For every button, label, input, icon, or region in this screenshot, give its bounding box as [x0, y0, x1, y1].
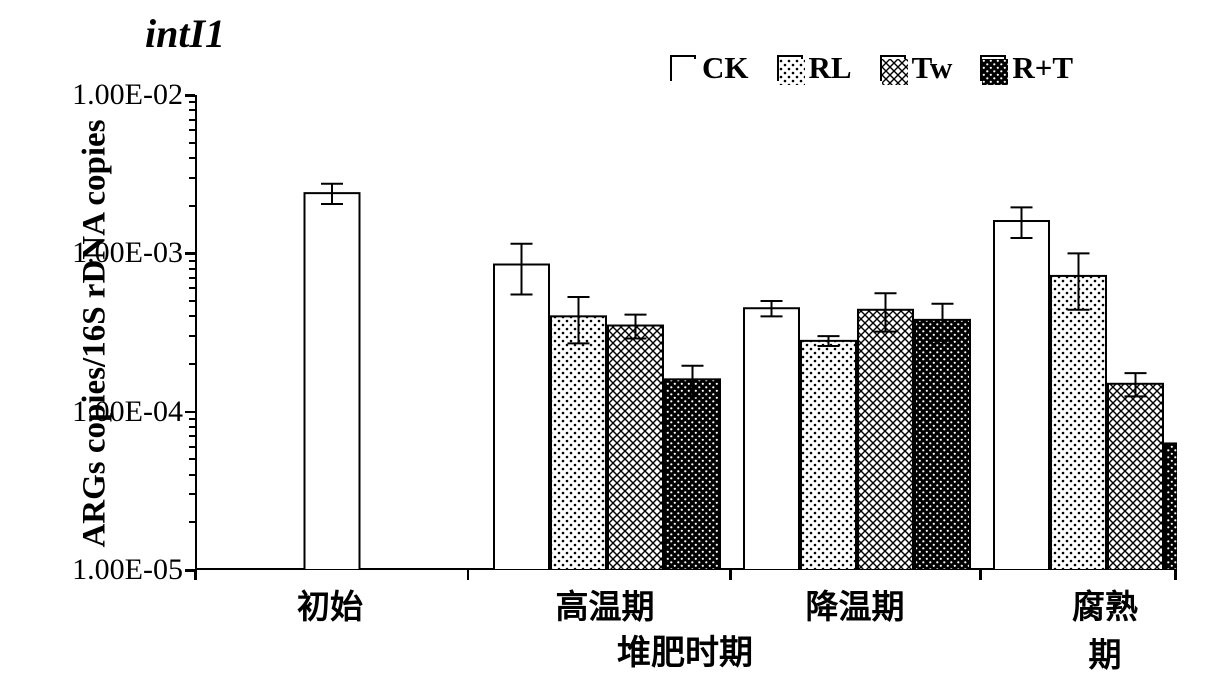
yminor-tick: [189, 435, 195, 437]
yminor-tick: [189, 205, 195, 207]
legend-label: RL: [809, 50, 852, 86]
bar-RL: [801, 341, 856, 570]
ytick-label: 1.00E-02: [72, 78, 183, 112]
ytick-mark: [185, 252, 195, 255]
yminor-tick: [189, 109, 195, 111]
legend-swatch-RT: [980, 55, 1006, 81]
bar-RT: [665, 379, 720, 570]
x-axis-label: 堆肥时期: [617, 625, 753, 674]
bar-RT: [1165, 443, 1177, 570]
yminor-tick: [189, 119, 195, 121]
yminor-tick: [189, 300, 195, 302]
plot-area: [195, 95, 1175, 570]
bar-CK: [494, 265, 549, 570]
ytick-label: 1.00E-03: [72, 236, 183, 270]
yminor-tick: [189, 363, 195, 365]
yminor-tick: [189, 446, 195, 448]
yminor-tick: [189, 426, 195, 428]
xtick-mark: [729, 570, 732, 580]
xtick-label: 高温期: [556, 580, 655, 628]
yminor-tick: [189, 277, 195, 279]
bar-CK: [305, 193, 360, 570]
bars-layer: [197, 95, 1177, 570]
yminor-tick: [189, 129, 195, 131]
chart-container: intI1 CK RL Tw R+T ARGs copies/16S rDNA cop…: [30, 10, 1180, 690]
legend-item-Tw: Tw: [880, 50, 953, 86]
bar-CK: [744, 308, 799, 570]
bar-RL: [1051, 276, 1106, 570]
xtick-label: 降温期: [806, 580, 905, 628]
xtick-mark: [194, 570, 197, 580]
yminor-tick: [189, 335, 195, 337]
bar-RL: [551, 316, 606, 570]
yminor-tick: [189, 268, 195, 270]
chart-title: intI1: [145, 10, 225, 57]
ytick-mark: [185, 411, 195, 414]
bar-CK: [994, 221, 1049, 570]
yminor-tick: [189, 157, 195, 159]
yminor-tick: [189, 493, 195, 495]
xtick-mark: [979, 570, 982, 580]
xtick-label: 腐熟期: [1068, 580, 1143, 676]
yminor-tick: [189, 101, 195, 103]
yminor-tick: [189, 521, 195, 523]
xtick-mark: [1174, 570, 1177, 580]
legend-item-RT: R+T: [980, 50, 1073, 86]
legend-swatch-CK: [670, 55, 696, 81]
legend-label: R+T: [1012, 50, 1073, 86]
y-axis-label: ARGs copies/16S rDNA copies: [77, 93, 114, 573]
yminor-tick: [189, 418, 195, 420]
legend: CK RL Tw R+T: [670, 50, 1073, 86]
ytick-mark: [185, 94, 195, 97]
yminor-tick: [189, 260, 195, 262]
bar-Tw: [858, 310, 913, 570]
ytick-label: 1.00E-05: [72, 553, 183, 587]
yminor-tick: [189, 474, 195, 476]
xtick-label: 初始: [297, 580, 363, 628]
bar-Tw: [1108, 384, 1163, 570]
legend-swatch-Tw: [880, 55, 906, 81]
xtick-mark: [467, 570, 470, 580]
yminor-tick: [189, 142, 195, 144]
bar-Tw: [608, 326, 663, 570]
yminor-tick: [189, 177, 195, 179]
ytick-label: 1.00E-04: [72, 395, 183, 429]
legend-swatch-RL: [777, 55, 803, 81]
yminor-tick: [189, 458, 195, 460]
legend-label: Tw: [912, 50, 953, 86]
bar-RT: [915, 320, 970, 570]
legend-item-RL: RL: [777, 50, 852, 86]
legend-item-CK: CK: [670, 50, 749, 86]
legend-label: CK: [702, 50, 749, 86]
yminor-tick: [189, 287, 195, 289]
yminor-tick: [189, 315, 195, 317]
